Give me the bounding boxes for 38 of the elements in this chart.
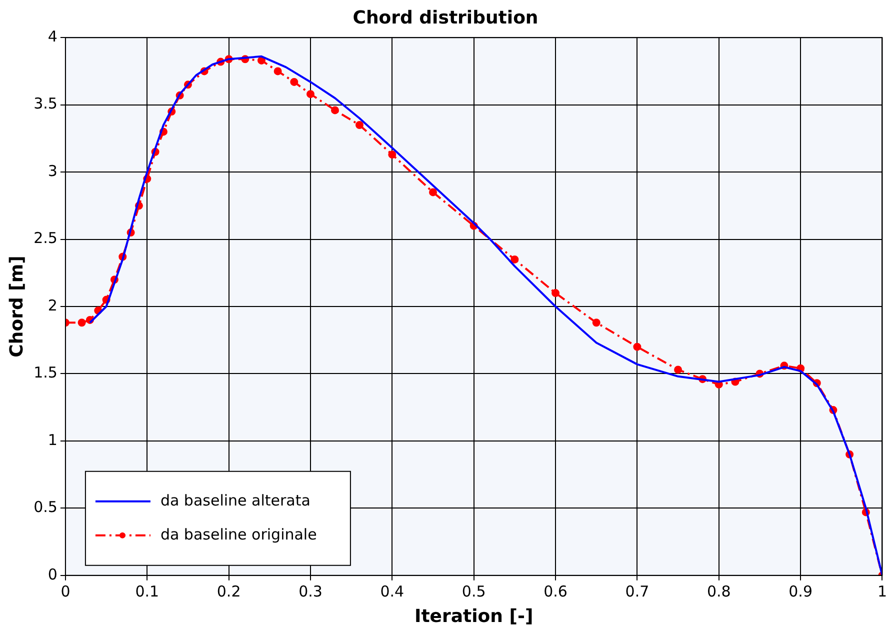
x-tick-label: 0.3 bbox=[298, 582, 322, 600]
x-tick-label: 0 bbox=[60, 582, 70, 600]
point bbox=[592, 318, 600, 327]
point bbox=[290, 78, 298, 86]
y-axis-title: Chord [m] bbox=[6, 256, 28, 358]
point bbox=[633, 342, 642, 351]
x-tick-label: 0.5 bbox=[462, 582, 486, 600]
y-tick-label: 3.5 bbox=[34, 94, 58, 113]
point bbox=[388, 150, 396, 159]
y-tick-label: 2 bbox=[48, 296, 58, 314]
legend-label: da baseline alterata bbox=[160, 491, 310, 510]
y-tick-label: 2.5 bbox=[34, 229, 58, 248]
y-tick-label: 0 bbox=[48, 565, 58, 584]
y-tick-label: 1 bbox=[48, 430, 58, 449]
x-tick-label: 0.9 bbox=[788, 582, 812, 600]
x-tick-label: 0.4 bbox=[380, 582, 404, 600]
point bbox=[429, 188, 438, 196]
point bbox=[552, 289, 560, 298]
y-tick-label: 4 bbox=[48, 27, 58, 46]
point bbox=[274, 67, 282, 76]
point bbox=[674, 366, 682, 374]
y-tick-label: 1.5 bbox=[34, 364, 58, 382]
x-axis-title: Iteration [-] bbox=[414, 606, 534, 627]
chart-title: Chord distribution bbox=[352, 7, 538, 28]
point bbox=[78, 318, 86, 327]
point bbox=[330, 106, 339, 114]
y-tick-label: 3 bbox=[48, 162, 58, 180]
x-tick-label: 0.2 bbox=[216, 582, 241, 600]
x-tick-label: 0.1 bbox=[135, 582, 160, 600]
point bbox=[510, 255, 519, 264]
x-tick-label: 0.7 bbox=[625, 582, 650, 600]
legend-label: da baseline originale bbox=[160, 525, 317, 544]
x-tick-label: 0.8 bbox=[706, 582, 731, 600]
x-tick-label: 0.6 bbox=[544, 582, 568, 600]
point bbox=[306, 90, 314, 98]
x-tick-label: 1 bbox=[877, 582, 887, 600]
point bbox=[355, 120, 364, 129]
y-tick-label: 0.5 bbox=[34, 498, 58, 516]
